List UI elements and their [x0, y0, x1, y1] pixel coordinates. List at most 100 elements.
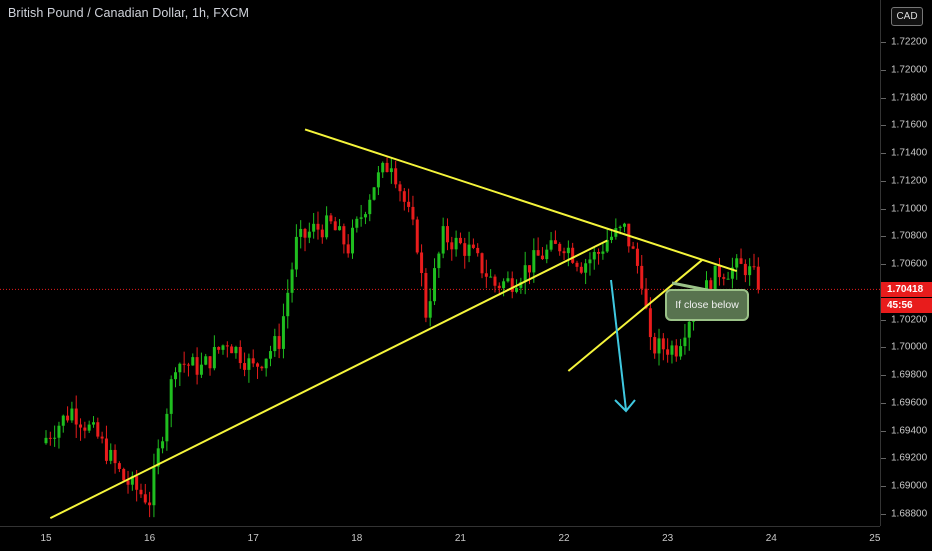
- price-label: 1.69200: [891, 452, 928, 464]
- candle: [325, 206, 329, 240]
- candle: [109, 443, 113, 465]
- candle: [748, 258, 752, 286]
- time-axis[interactable]: 15 16 17 18 21 22 23 24 25: [0, 526, 880, 551]
- candle: [713, 265, 717, 294]
- price-tick: [881, 69, 886, 71]
- candle: [234, 345, 238, 359]
- candle: [251, 349, 255, 368]
- chart-area[interactable]: British Pound / Canadian Dollar, 1h, FXC…: [0, 0, 880, 526]
- candle: [221, 344, 225, 355]
- candle: [571, 242, 575, 264]
- time-label: 17: [247, 533, 259, 544]
- candle: [627, 223, 631, 253]
- price-tick: [881, 97, 886, 99]
- price-label: 1.71600: [891, 119, 928, 131]
- trendline-flag[interactable]: [567, 259, 703, 372]
- candle: [217, 346, 221, 354]
- price-chart[interactable]: [0, 0, 880, 526]
- time-label: 21: [454, 533, 466, 544]
- candle: [445, 218, 449, 251]
- candle: [510, 271, 514, 299]
- candle: [441, 217, 445, 259]
- candle: [316, 211, 320, 240]
- price-tick: [881, 430, 886, 432]
- price-label: 1.69400: [891, 425, 928, 437]
- candle: [739, 248, 743, 265]
- candle: [562, 247, 566, 261]
- candle: [605, 227, 609, 253]
- candle: [454, 230, 458, 257]
- candle: [238, 340, 242, 369]
- candle: [186, 362, 190, 377]
- candle: [458, 232, 462, 245]
- price-tick: [881, 375, 886, 377]
- candle: [100, 431, 104, 444]
- arrow-head-icon: [614, 399, 636, 413]
- candle: [428, 288, 432, 327]
- currency-button[interactable]: CAD: [891, 7, 923, 26]
- candle: [148, 491, 152, 518]
- trendline-upper[interactable]: [304, 128, 738, 273]
- candle: [359, 204, 363, 227]
- price-label: 1.71800: [891, 92, 928, 104]
- candle: [674, 339, 678, 362]
- candle: [420, 244, 424, 287]
- price-axis[interactable]: 1.72200 1.72000 1.71800 1.71600 1.71400 1.712…: [880, 0, 932, 526]
- candle: [614, 218, 618, 240]
- time-label: 16: [144, 533, 156, 544]
- candle: [169, 375, 173, 428]
- candle: [174, 367, 178, 388]
- candle: [506, 271, 510, 283]
- candle: [640, 255, 644, 295]
- candle: [648, 297, 652, 350]
- candle: [303, 227, 307, 252]
- candle: [523, 251, 527, 295]
- candle: [307, 222, 311, 244]
- candle: [631, 241, 635, 250]
- candle: [61, 414, 65, 433]
- candle: [381, 161, 385, 178]
- candle: [338, 219, 342, 231]
- candle: [437, 251, 441, 278]
- candle: [471, 238, 475, 250]
- price-label: 1.70800: [891, 230, 928, 242]
- price-label: 1.70000: [891, 341, 928, 353]
- forecast-arrow[interactable]: [610, 279, 627, 411]
- candle: [489, 269, 493, 278]
- candle: [717, 257, 721, 286]
- candle: [545, 244, 549, 264]
- candle: [687, 318, 691, 351]
- candle: [415, 216, 419, 255]
- candle: [433, 258, 437, 306]
- candle: [484, 259, 488, 289]
- price-tick: [881, 208, 886, 210]
- candle: [566, 240, 570, 267]
- close-below-callout[interactable]: If close below: [665, 289, 749, 321]
- candle: [536, 237, 540, 256]
- candle: [592, 247, 596, 270]
- price-tick: [881, 319, 886, 321]
- candle: [355, 216, 359, 233]
- candle: [493, 274, 497, 293]
- candle: [195, 347, 199, 385]
- candle: [277, 323, 281, 359]
- candle: [342, 223, 346, 254]
- candle: [385, 157, 389, 173]
- candle: [735, 254, 739, 280]
- candle: [96, 417, 100, 439]
- candle: [579, 262, 583, 275]
- candle: [351, 219, 355, 259]
- candle: [679, 338, 683, 360]
- candle: [394, 160, 398, 189]
- candle: [204, 353, 208, 366]
- trendline-lower[interactable]: [49, 239, 608, 520]
- candle: [329, 213, 333, 225]
- candle: [743, 259, 747, 283]
- price-label: 1.69000: [891, 480, 928, 492]
- price-tick: [881, 153, 886, 155]
- candle: [463, 237, 467, 269]
- price-tick: [881, 264, 886, 266]
- candle: [389, 158, 393, 184]
- candle: [666, 338, 670, 363]
- price-tick: [881, 458, 886, 460]
